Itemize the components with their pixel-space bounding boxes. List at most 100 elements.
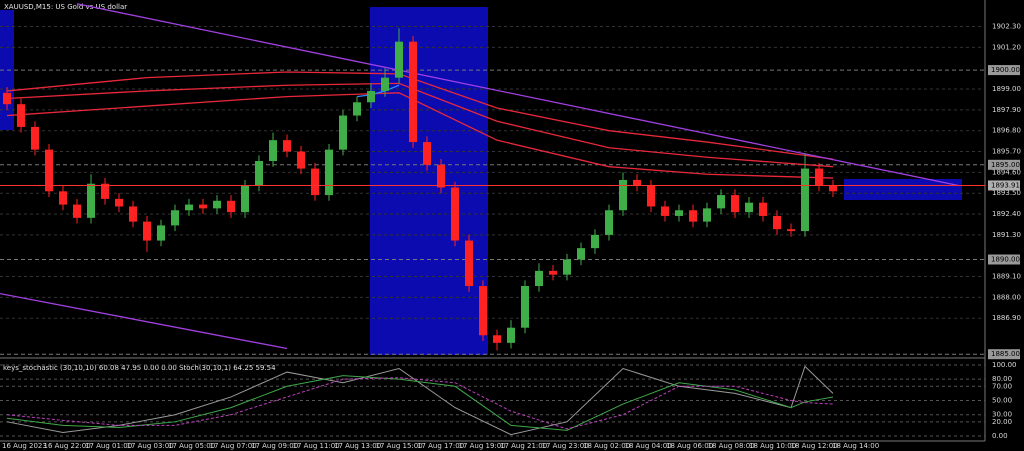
level-label: 1885.00: [991, 350, 1020, 358]
candle-body: [171, 210, 179, 226]
candle-body: [815, 168, 823, 186]
overlay-line: [6, 82, 834, 168]
y-tick-label: 1895.70: [992, 148, 1021, 156]
session-box: [844, 179, 962, 200]
y-tick-label: 1897.90: [992, 106, 1021, 114]
overlay-line: [0, 292, 288, 350]
candle-body: [619, 179, 627, 211]
x-tick-label: 17 Aug 13:00: [334, 442, 381, 450]
candle-body: [101, 183, 109, 199]
y-tick-label: 0.00: [992, 432, 1008, 440]
overlay-line: [6, 92, 834, 179]
y-tick-label: 20.00: [992, 418, 1012, 426]
level-label: 1900.00: [991, 66, 1020, 74]
candle-body: [395, 41, 403, 78]
candle-body: [745, 202, 753, 213]
level-label: 1895.00: [991, 161, 1020, 169]
candle-body: [479, 286, 487, 336]
candle-body: [409, 41, 417, 143]
overlay-line: [76, 3, 960, 187]
candle-body: [703, 208, 711, 222]
x-tick-label: 16 Aug 2023: [2, 442, 47, 450]
candle-body: [451, 187, 459, 241]
y-tick-label: 30.00: [992, 411, 1012, 419]
x-tick-label: 17 Aug 19:00: [459, 442, 506, 450]
x-tick-label: 18 Aug 06:00: [666, 442, 713, 450]
x-tick-label: 18 Aug 04:00: [625, 442, 672, 450]
candle-body: [521, 286, 529, 328]
candle-body: [829, 185, 837, 192]
y-tick-label: 1901.20: [992, 43, 1021, 51]
x-tick-label: 17 Aug 09:00: [251, 442, 298, 450]
candle-body: [717, 195, 725, 209]
x-tick-label: 18 Aug 02:00: [583, 442, 630, 450]
candle-body: [563, 259, 571, 275]
candle-body: [17, 104, 25, 127]
x-tick-label: 17 Aug 07:00: [210, 442, 257, 450]
x-tick-label: 17 Aug 17:00: [417, 442, 464, 450]
y-tick-label: 1888.00: [992, 293, 1021, 301]
candle-body: [647, 185, 655, 207]
candle-body: [185, 204, 193, 211]
candle-body: [59, 191, 67, 205]
session-box: [370, 7, 488, 355]
candle-body: [73, 204, 81, 218]
x-tick-label: 18 Aug 10:00: [749, 442, 796, 450]
y-tick-label: 1886.90: [992, 314, 1021, 322]
candle-body: [381, 77, 389, 91]
candle-body: [3, 92, 11, 105]
price-label: 1893.91: [991, 181, 1020, 189]
x-tick-label: 18 Aug 14:00: [832, 442, 879, 450]
candle-body: [423, 142, 431, 165]
y-tick-label: 70.00: [992, 382, 1012, 390]
x-tick-label: 17 Aug 03:00: [127, 442, 174, 450]
x-tick-label: 16 Aug 22:00: [44, 442, 91, 450]
candle-body: [633, 179, 641, 186]
x-tick-label: 17 Aug 11:00: [293, 442, 340, 450]
y-tick-label: 1902.30: [992, 23, 1021, 31]
candle-body: [549, 270, 557, 275]
x-tick-label: 18 Aug 08:00: [708, 442, 755, 450]
candle-body: [367, 90, 375, 103]
indicator-title: keys_stochastic (30,10,10) 60.08 47.95 0…: [3, 364, 276, 372]
level-label: 1890.00: [991, 256, 1020, 264]
candle-body: [157, 225, 165, 241]
candle-body: [31, 126, 39, 150]
candle-body: [773, 215, 781, 230]
candle-body: [115, 198, 123, 207]
y-tick-label: 1892.40: [992, 210, 1021, 218]
y-tick-label: 1891.30: [992, 231, 1021, 239]
indicator-line: [6, 375, 834, 431]
candle-body: [787, 229, 795, 232]
candle-body: [213, 200, 221, 209]
candle-body: [297, 151, 305, 169]
y-tick-label: 1894.60: [992, 168, 1021, 176]
candle-body: [437, 164, 445, 188]
y-tick-label: 1896.80: [992, 127, 1021, 135]
candle-body: [87, 183, 95, 218]
y-tick-label: 1889.10: [992, 273, 1021, 281]
candle-body: [493, 335, 501, 343]
x-tick-label: 17 Aug 15:00: [376, 442, 423, 450]
candle-body: [577, 248, 585, 260]
candle-body: [661, 206, 669, 216]
candle-body: [199, 204, 207, 209]
candle-body: [591, 234, 599, 249]
candle-body: [339, 115, 347, 150]
level-box: [988, 159, 1020, 170]
candle-body: [535, 270, 543, 287]
candle-body: [45, 149, 53, 192]
candle-body: [731, 195, 739, 213]
candle-body: [759, 202, 767, 216]
x-tick-label: 18 Aug 12:00: [791, 442, 838, 450]
candle-body: [311, 168, 319, 196]
overlay-line: [356, 84, 400, 98]
y-tick-label: 80.00: [992, 375, 1012, 383]
chart-title: XAUUSD,M15: US Gold vs US dollar: [4, 3, 127, 11]
candle-body: [675, 210, 683, 216]
candle-body: [801, 168, 809, 232]
y-tick-label: 1899.00: [992, 85, 1021, 93]
